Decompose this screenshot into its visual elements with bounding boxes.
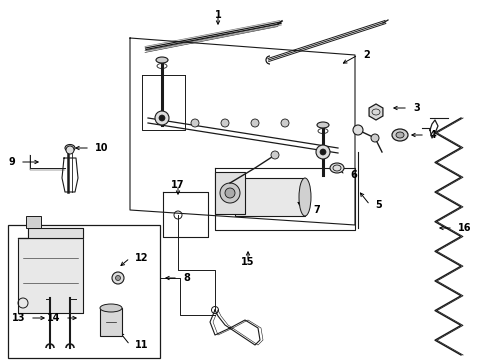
Ellipse shape	[329, 163, 343, 173]
Text: 5: 5	[374, 200, 381, 210]
Ellipse shape	[298, 178, 310, 216]
Text: 3: 3	[412, 103, 419, 113]
Circle shape	[191, 119, 199, 127]
Bar	[215, 172, 244, 214]
Polygon shape	[18, 228, 83, 238]
Ellipse shape	[156, 57, 168, 63]
Circle shape	[112, 272, 124, 284]
Text: 17: 17	[171, 180, 184, 190]
Circle shape	[155, 111, 169, 125]
Ellipse shape	[395, 132, 403, 138]
Text: 6: 6	[349, 170, 356, 180]
Circle shape	[224, 188, 235, 198]
Text: 14: 14	[46, 313, 60, 323]
Text: 13: 13	[12, 313, 25, 323]
Circle shape	[115, 275, 120, 280]
Circle shape	[370, 134, 378, 142]
Circle shape	[220, 183, 240, 203]
Circle shape	[221, 119, 228, 127]
Text: 2: 2	[362, 50, 369, 60]
Bar	[100, 308, 122, 336]
Text: 9: 9	[8, 157, 15, 167]
Circle shape	[66, 146, 74, 154]
Text: 15: 15	[241, 257, 254, 267]
Circle shape	[159, 115, 164, 121]
Circle shape	[315, 145, 329, 159]
Text: 11: 11	[135, 340, 148, 350]
Bar	[8, 225, 160, 358]
Ellipse shape	[316, 122, 328, 128]
Ellipse shape	[100, 304, 122, 312]
Bar	[235, 178, 305, 216]
Circle shape	[281, 119, 288, 127]
Bar	[18, 238, 83, 313]
Circle shape	[270, 151, 279, 159]
Text: 7: 7	[312, 205, 319, 215]
Text: 1: 1	[214, 10, 221, 20]
Text: 16: 16	[457, 223, 470, 233]
Ellipse shape	[391, 129, 407, 141]
Text: 8: 8	[183, 273, 189, 283]
Circle shape	[352, 125, 362, 135]
Text: 4: 4	[429, 130, 436, 140]
Circle shape	[319, 149, 325, 155]
Text: 10: 10	[95, 143, 108, 153]
Circle shape	[250, 119, 259, 127]
Bar	[26, 216, 41, 228]
Ellipse shape	[65, 144, 75, 152]
Text: 12: 12	[135, 253, 148, 263]
